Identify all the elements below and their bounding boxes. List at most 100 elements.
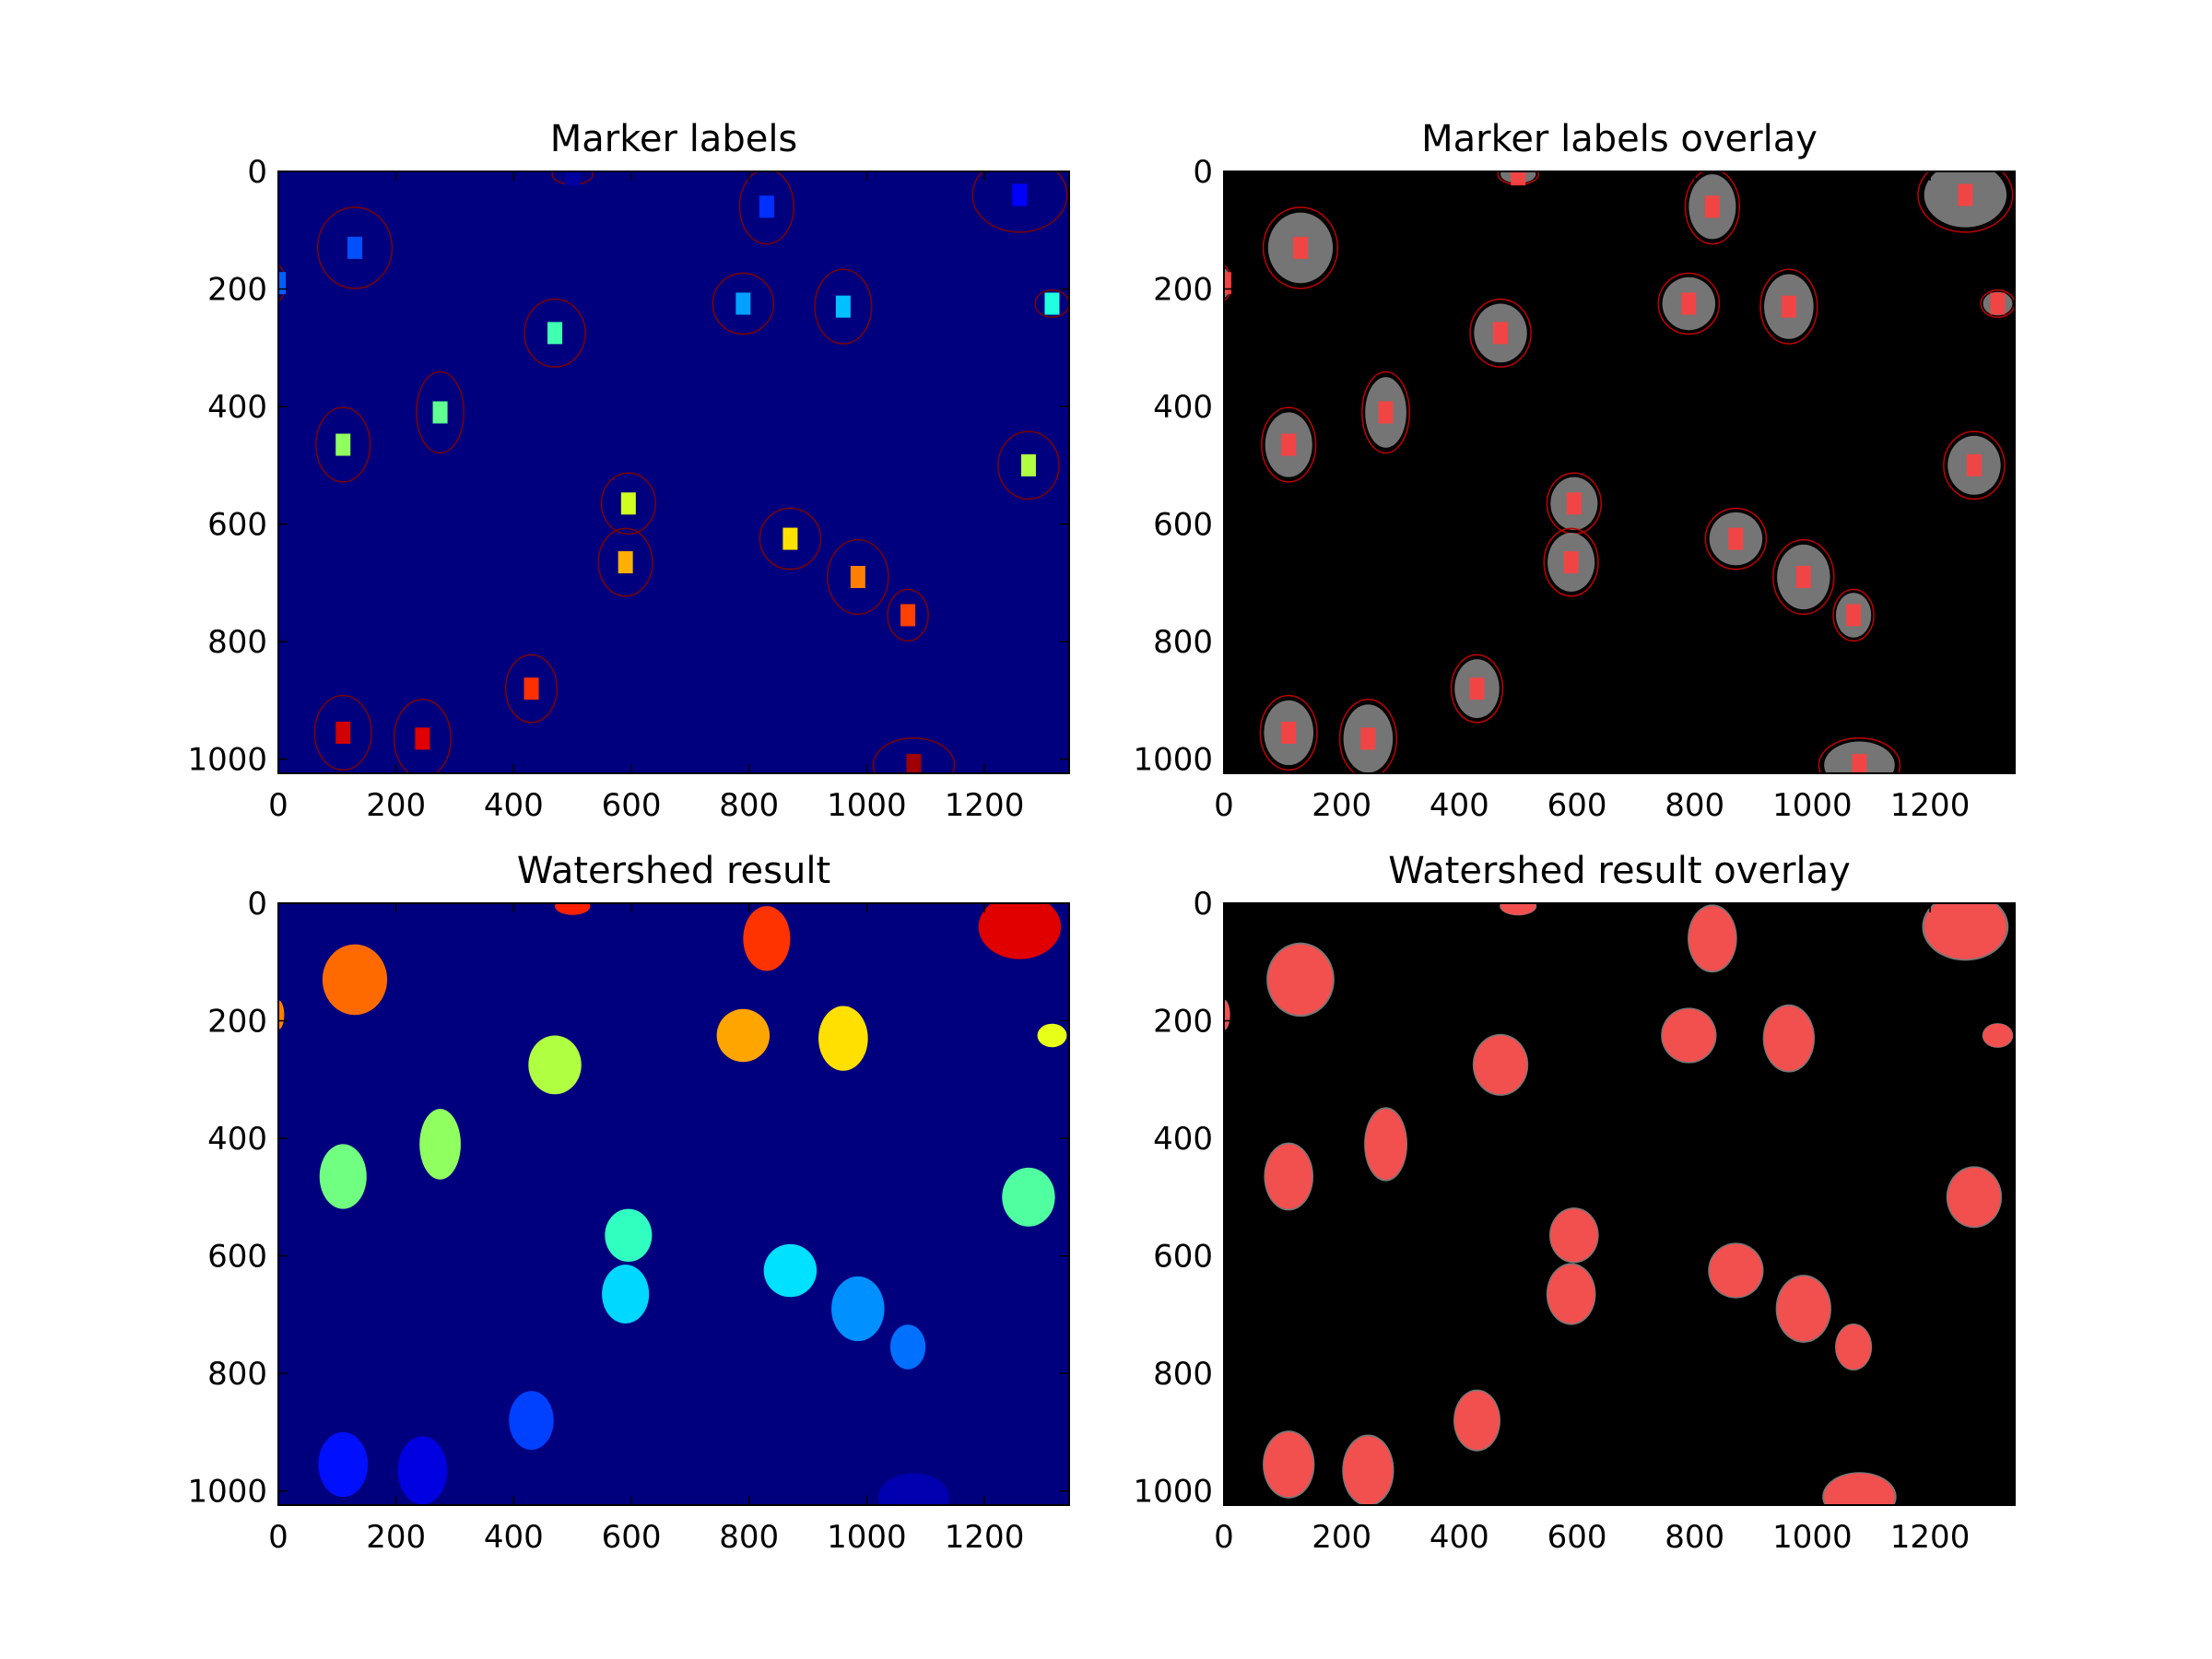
marker bbox=[1852, 754, 1867, 773]
x-tick-label: 1000 bbox=[827, 1519, 907, 1556]
image-background bbox=[1224, 171, 2015, 773]
cell-label bbox=[743, 906, 791, 971]
marker bbox=[1511, 171, 1526, 186]
marker bbox=[335, 433, 351, 456]
cell-outline bbox=[1759, 268, 1818, 345]
marker bbox=[1281, 433, 1297, 456]
cell-label bbox=[716, 1008, 771, 1063]
marker bbox=[335, 721, 351, 744]
marker bbox=[1044, 292, 1060, 315]
y-tick-label: 400 bbox=[1153, 1121, 1213, 1158]
cell-outline bbox=[887, 588, 929, 642]
marker bbox=[1563, 551, 1579, 574]
x-tick-label: 600 bbox=[1547, 787, 1607, 824]
x-tick-label: 200 bbox=[1312, 1519, 1371, 1556]
marker bbox=[278, 272, 286, 295]
cell-label bbox=[278, 1000, 285, 1030]
cell-outline bbox=[1704, 507, 1768, 571]
marker bbox=[415, 727, 430, 750]
panel: Watershed result overlay 0 200 400 600 800 100… bbox=[1133, 850, 2016, 1556]
x-tick-label: 1200 bbox=[1890, 787, 1971, 824]
y-tick-label: 800 bbox=[207, 1356, 267, 1393]
y-tick-label: 0 bbox=[1193, 886, 1213, 923]
panel: Marker labels 0 200 400 600 800 1000 1200 0 200 40… bbox=[187, 118, 1070, 824]
marker bbox=[1493, 322, 1509, 345]
cell-label bbox=[818, 1006, 868, 1071]
marker bbox=[759, 195, 774, 218]
x-tick-label: 800 bbox=[719, 787, 779, 824]
x-tick-label: 400 bbox=[484, 1519, 544, 1556]
marker bbox=[1469, 677, 1485, 700]
cell-outline bbox=[997, 430, 1060, 500]
cell-outline bbox=[315, 406, 371, 483]
y-tick-label: 1000 bbox=[187, 1474, 267, 1511]
cell-overlay bbox=[1947, 1167, 2001, 1227]
marker bbox=[1281, 721, 1297, 744]
cell-overlay bbox=[1267, 944, 1334, 1016]
cell-overlay bbox=[1365, 1109, 1406, 1180]
cell-overlay bbox=[1224, 1000, 1230, 1030]
panel-title: Marker labels bbox=[550, 118, 798, 160]
cell-outline bbox=[1261, 406, 1317, 483]
marker bbox=[565, 171, 581, 186]
axes-frame bbox=[1223, 902, 2016, 1506]
cell-outline bbox=[416, 371, 465, 454]
cell-outline bbox=[1259, 694, 1318, 771]
cell-label bbox=[978, 903, 1062, 959]
x-tick-label: 400 bbox=[1430, 787, 1489, 824]
cell-outline bbox=[1684, 171, 1740, 245]
y-tick-label: 200 bbox=[1153, 1004, 1213, 1041]
cell-label bbox=[509, 1391, 554, 1451]
x-tick-label: 200 bbox=[366, 1519, 426, 1556]
cell-outline bbox=[504, 653, 559, 724]
cell-overlay bbox=[1764, 1006, 1814, 1071]
cell-label bbox=[318, 1431, 369, 1498]
axes-frame bbox=[1223, 171, 2016, 774]
cell-overlay bbox=[1343, 1436, 1394, 1505]
cell-overlay bbox=[1662, 1008, 1716, 1063]
cell-label bbox=[605, 1208, 653, 1263]
cell-overlay bbox=[1500, 903, 1536, 915]
cell-label bbox=[1037, 1023, 1067, 1048]
cell-overlay bbox=[1454, 1391, 1500, 1451]
image bbox=[1224, 903, 2015, 1505]
marker bbox=[1781, 295, 1796, 318]
panel-title: Watershed result bbox=[517, 850, 830, 892]
cell-overlay bbox=[1709, 1243, 1763, 1298]
marker bbox=[547, 322, 563, 345]
cell-outline bbox=[1657, 272, 1721, 335]
marker bbox=[1795, 566, 1811, 589]
axes-frame bbox=[277, 171, 1070, 774]
marker bbox=[1728, 527, 1744, 550]
x-tick-label: 200 bbox=[1312, 787, 1371, 824]
cell-outline bbox=[313, 694, 372, 771]
x-tick-label: 1000 bbox=[1772, 787, 1853, 824]
cell-label bbox=[419, 1109, 461, 1180]
y-tick-label: 400 bbox=[207, 389, 267, 426]
x-tick-label: 1000 bbox=[1772, 1519, 1853, 1556]
image bbox=[278, 903, 1069, 1505]
image bbox=[278, 171, 1069, 773]
cell-outline bbox=[524, 298, 586, 368]
y-tick-label: 400 bbox=[1153, 389, 1213, 426]
y-tick-label: 600 bbox=[207, 1239, 267, 1276]
marker bbox=[835, 295, 851, 318]
cell-outline bbox=[597, 527, 653, 597]
marker bbox=[900, 604, 916, 627]
y-tick-label: 600 bbox=[207, 507, 267, 544]
y-tick-label: 600 bbox=[1153, 1239, 1213, 1276]
x-tick-label: 800 bbox=[719, 1519, 779, 1556]
cell-overlay bbox=[1474, 1035, 1527, 1095]
y-tick-label: 800 bbox=[207, 624, 267, 661]
cell-overlay bbox=[1777, 1276, 1830, 1342]
y-tick-label: 200 bbox=[207, 1004, 267, 1041]
cell-label bbox=[1002, 1167, 1055, 1227]
image-background bbox=[278, 903, 1069, 1505]
cell-overlay bbox=[1688, 906, 1736, 971]
y-tick-label: 800 bbox=[1153, 624, 1213, 661]
panel: Watershed result 0 200 400 600 800 1000 1200 0 20… bbox=[187, 850, 1070, 1556]
marker bbox=[618, 551, 633, 574]
marker bbox=[1966, 453, 1982, 477]
marker bbox=[1012, 183, 1028, 206]
